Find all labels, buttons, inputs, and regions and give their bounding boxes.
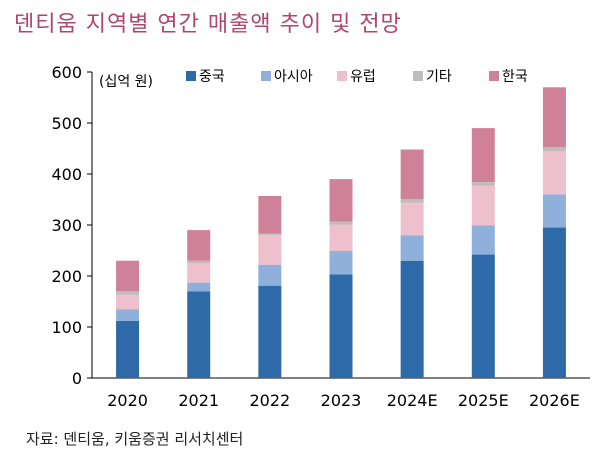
- bar-segment-2026E-기타: [542, 146, 566, 152]
- y-tick-label: 400: [51, 165, 82, 184]
- y-tick-label: 0: [72, 369, 82, 388]
- y-tick-label: 500: [51, 114, 82, 133]
- bar-segment-2023-기타: [329, 221, 353, 225]
- legend-label-중국: 중국: [199, 69, 225, 85]
- source-note: 자료: 덴티움, 키움증권 리서치센터: [26, 430, 244, 448]
- legend-label-한국: 한국: [502, 69, 528, 85]
- bar-segment-2024E-중국: [400, 260, 424, 378]
- bar-segment-2023-유럽: [329, 224, 353, 252]
- bar-segment-2021-아시아: [187, 282, 211, 292]
- x-tick-label: 2021: [178, 391, 219, 410]
- bar-segment-2026E-아시아: [542, 194, 566, 228]
- chart-title: 덴티움 지역별 연간 매출액 추이 및 전망: [14, 12, 402, 37]
- bar-segment-2025E-한국: [471, 128, 495, 183]
- x-tick-label: 2022: [249, 391, 290, 410]
- y-tick-label: 100: [51, 318, 82, 337]
- bar-segment-2026E-한국: [542, 87, 566, 147]
- bar-segment-2024E-아시아: [400, 235, 424, 261]
- bar-segment-2020-중국: [116, 320, 140, 378]
- bar-segment-2023-중국: [329, 274, 353, 378]
- bar-segment-2022-중국: [258, 285, 282, 378]
- legend-swatch-한국: [489, 71, 499, 81]
- y-tick-label: 600: [51, 63, 82, 82]
- legend-label-유럽: 유럽: [350, 69, 376, 85]
- bar-segment-2021-기타: [187, 260, 211, 264]
- bar-segment-2026E-유럽: [542, 151, 566, 195]
- bar-segment-2022-유럽: [258, 235, 282, 265]
- bar-segment-2025E-유럽: [471, 185, 495, 226]
- bar-segment-2022-아시아: [258, 264, 282, 286]
- bar-segment-2022-한국: [258, 195, 282, 234]
- bar-segment-2025E-아시아: [471, 225, 495, 255]
- legend-swatch-아시아: [261, 71, 271, 81]
- bar-segment-2021-중국: [187, 291, 211, 378]
- bar-segment-2023-한국: [329, 179, 353, 222]
- bar-segment-2023-아시아: [329, 251, 353, 275]
- x-tick-label: 2026E: [529, 391, 580, 410]
- bar-segment-2020-유럽: [116, 294, 140, 310]
- legend-swatch-기타: [413, 71, 423, 81]
- legend-swatch-중국: [186, 71, 196, 81]
- bar-segment-2020-기타: [116, 291, 140, 295]
- legend-swatch-유럽: [337, 71, 347, 81]
- unit-label: (십억 원): [99, 74, 153, 90]
- legend-label-아시아: 아시아: [274, 69, 313, 85]
- bar-segment-2025E-기타: [471, 182, 495, 186]
- x-tick-label: 2020: [107, 391, 148, 410]
- bar-segment-2020-한국: [116, 260, 140, 292]
- bar-segment-2026E-중국: [542, 227, 566, 378]
- x-tick-label: 2024E: [387, 391, 438, 410]
- legend-label-기타: 기타: [426, 69, 452, 85]
- bar-segment-2025E-중국: [471, 254, 495, 378]
- y-tick-label: 200: [51, 267, 82, 286]
- bar-segment-2024E-기타: [400, 198, 424, 203]
- bar-segment-2022-기타: [258, 233, 282, 236]
- bar-segment-2024E-한국: [400, 149, 424, 199]
- x-tick-label: 2023: [321, 391, 362, 410]
- bar-segment-2020-아시아: [116, 309, 140, 321]
- y-tick-label: 300: [51, 216, 82, 235]
- bar-segment-2021-유럽: [187, 263, 211, 283]
- bar-segment-2021-한국: [187, 230, 211, 261]
- bar-segment-2024E-유럽: [400, 202, 424, 236]
- x-tick-label: 2025E: [458, 391, 509, 410]
